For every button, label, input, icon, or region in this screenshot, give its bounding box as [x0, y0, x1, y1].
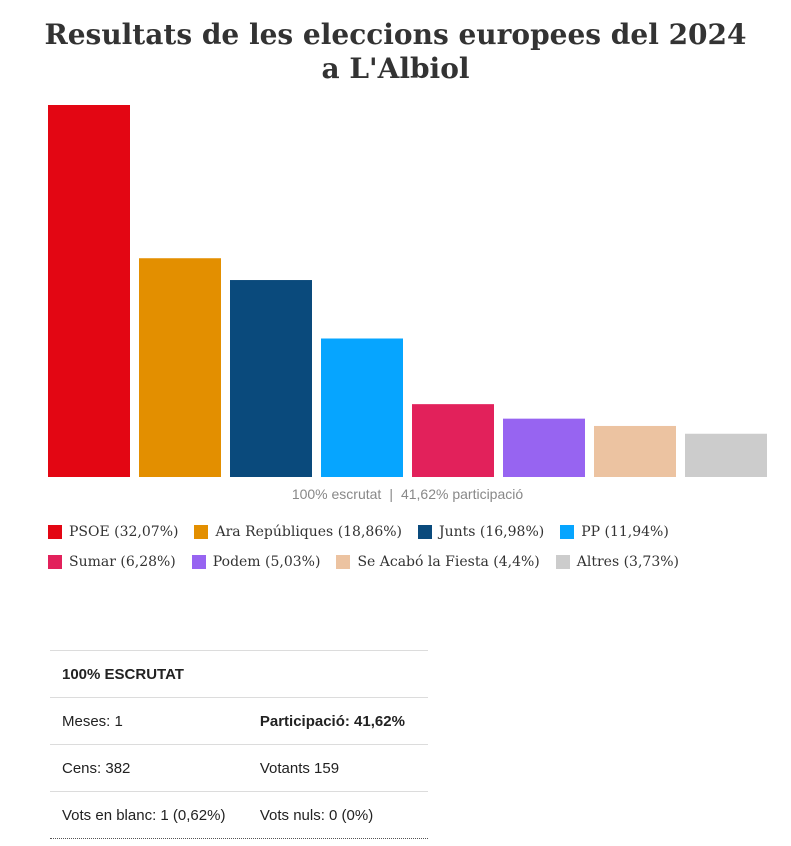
legend-item: Junts (16,98%)	[418, 522, 544, 542]
bar-sumar	[412, 404, 494, 477]
summary-row: Meses: 1 Participació: 41,62%	[50, 697, 428, 744]
bar-chart	[48, 105, 767, 477]
legend-item: Sumar (6,28%)	[48, 552, 176, 572]
legend-swatch	[418, 525, 432, 539]
results-summary-table: 100% ESCRUTAT Meses: 1 Participació: 41,…	[50, 650, 428, 839]
chart-title: Resultats de les eleccions europees del …	[44, 18, 747, 85]
legend-label: Podem (5,03%)	[212, 554, 321, 570]
summary-row: Vots en blanc: 1 (0,62%) Vots nuls: 0 (0…	[50, 791, 428, 839]
participation-value: Participació: 41,62%	[259, 712, 405, 730]
legend-label: Sumar (6,28%)	[69, 554, 176, 570]
legend-swatch	[48, 555, 62, 569]
legend-label: Junts (16,98%)	[439, 524, 545, 540]
bar-se-acab-la-fiesta	[594, 425, 676, 477]
scrutinized-text: 100% escrutat	[291, 486, 382, 502]
bar-junts	[230, 280, 312, 477]
bar-pp	[321, 338, 403, 477]
voters-value: Votants 159	[259, 759, 340, 777]
legend-label: Ara Repúbliques (18,86%)	[215, 524, 402, 540]
bar-ara-rep-bliques	[139, 258, 221, 477]
legend-item: PSOE (32,07%)	[48, 522, 178, 542]
legend-item: Ara Repúbliques (18,86%)	[194, 522, 402, 542]
legend-label: PSOE (32,07%)	[69, 524, 179, 540]
blank-votes-value: Vots en blanc: 1 (0,62%)	[62, 806, 226, 824]
summary-header: 100% ESCRUTAT	[62, 665, 184, 683]
summary-header-row: 100% ESCRUTAT	[50, 650, 428, 697]
bar-podem	[503, 418, 585, 477]
legend-swatch	[48, 525, 62, 539]
legend-swatch	[336, 555, 351, 569]
participation-text: 41,62% participació	[400, 486, 524, 502]
chart-legend: PSOE (32,07%) Ara Repúbliques (18,86%) Jun…	[48, 522, 768, 572]
legend-swatch	[194, 525, 209, 539]
legend-item: Altres (3,73%)	[555, 552, 679, 572]
scrutiny-status: 100% escrutat | 41,62% participació	[48, 486, 767, 502]
legend-swatch	[560, 525, 575, 539]
legend-label: PP (11,94%)	[581, 524, 669, 540]
census-value: Cens: 382	[62, 759, 131, 777]
bar-altres	[685, 433, 767, 477]
legend-item: PP (11,94%)	[560, 522, 669, 542]
tables-count: Meses: 1	[62, 712, 123, 730]
legend-label: Altres (3,73%)	[576, 554, 679, 570]
legend-swatch	[191, 555, 206, 569]
legend-item: Se Acabó la Fiesta (4,4%)	[336, 552, 540, 572]
null-votes-value: Vots nuls: 0 (0%)	[259, 806, 374, 824]
summary-row: Cens: 382 Votants 159	[50, 744, 428, 791]
bar-psoe	[48, 105, 130, 477]
legend-item: Podem (5,03%)	[191, 552, 321, 572]
legend-swatch	[555, 555, 570, 569]
status-separator: |	[389, 486, 393, 502]
legend-label: Se Acabó la Fiesta (4,4%)	[357, 554, 540, 570]
